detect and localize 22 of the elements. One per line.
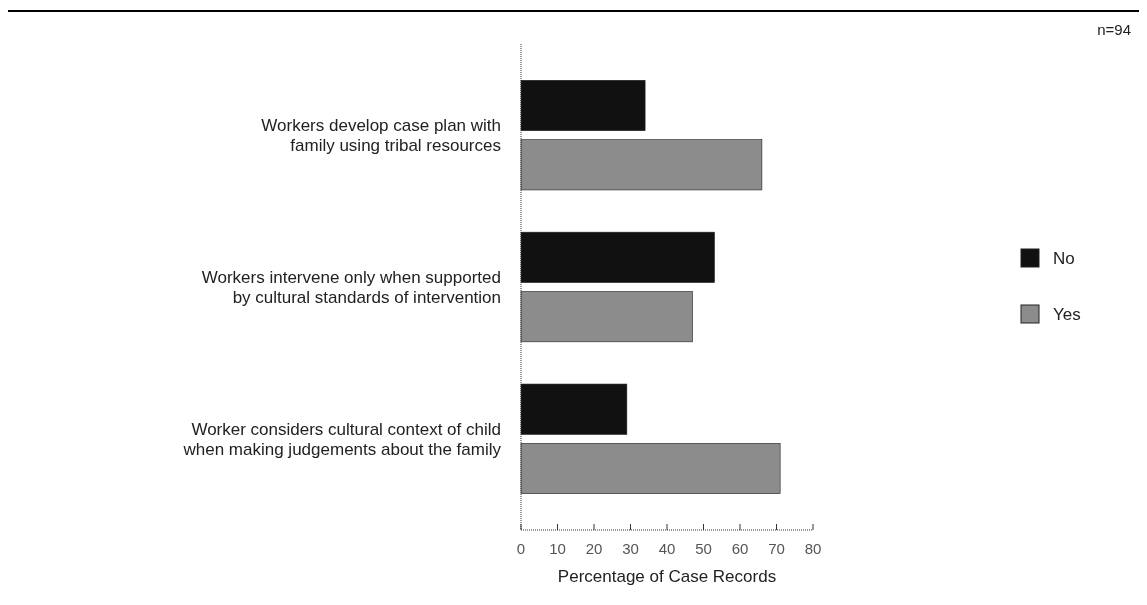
x-tick-label: 40: [658, 540, 676, 557]
y-tick-label: Worker considers cultural context of child when making judgements about the family: [182, 419, 502, 460]
bar: [520, 139, 763, 191]
x-tick-label: 70: [768, 540, 785, 557]
text: n=94: [1097, 21, 1131, 38]
bar: [520, 80, 646, 131]
x-tick-label: 20: [585, 540, 603, 557]
x-tick-label: 30: [622, 540, 639, 557]
bar: [520, 291, 693, 343]
bar: [520, 231, 715, 283]
x-tick-label: 0: [516, 540, 526, 557]
bar: [520, 443, 781, 494]
y-tick-label: Workers develop case plan with family using tribal resources: [261, 115, 501, 156]
x-tick-label: 60: [731, 540, 749, 557]
bar: [520, 383, 628, 435]
y-tick-label: Workers intervene only when supported by cultural standards of intervention: [201, 267, 501, 308]
x-tick-label: 10: [549, 540, 566, 557]
x-tick-label: 80: [804, 540, 822, 557]
legend-label: Yes: [1053, 305, 1081, 324]
x-axis-title: Percentage of Case Records: [557, 567, 777, 586]
legend-label: No: [1053, 249, 1075, 268]
x-tick-label: 50: [695, 540, 712, 557]
